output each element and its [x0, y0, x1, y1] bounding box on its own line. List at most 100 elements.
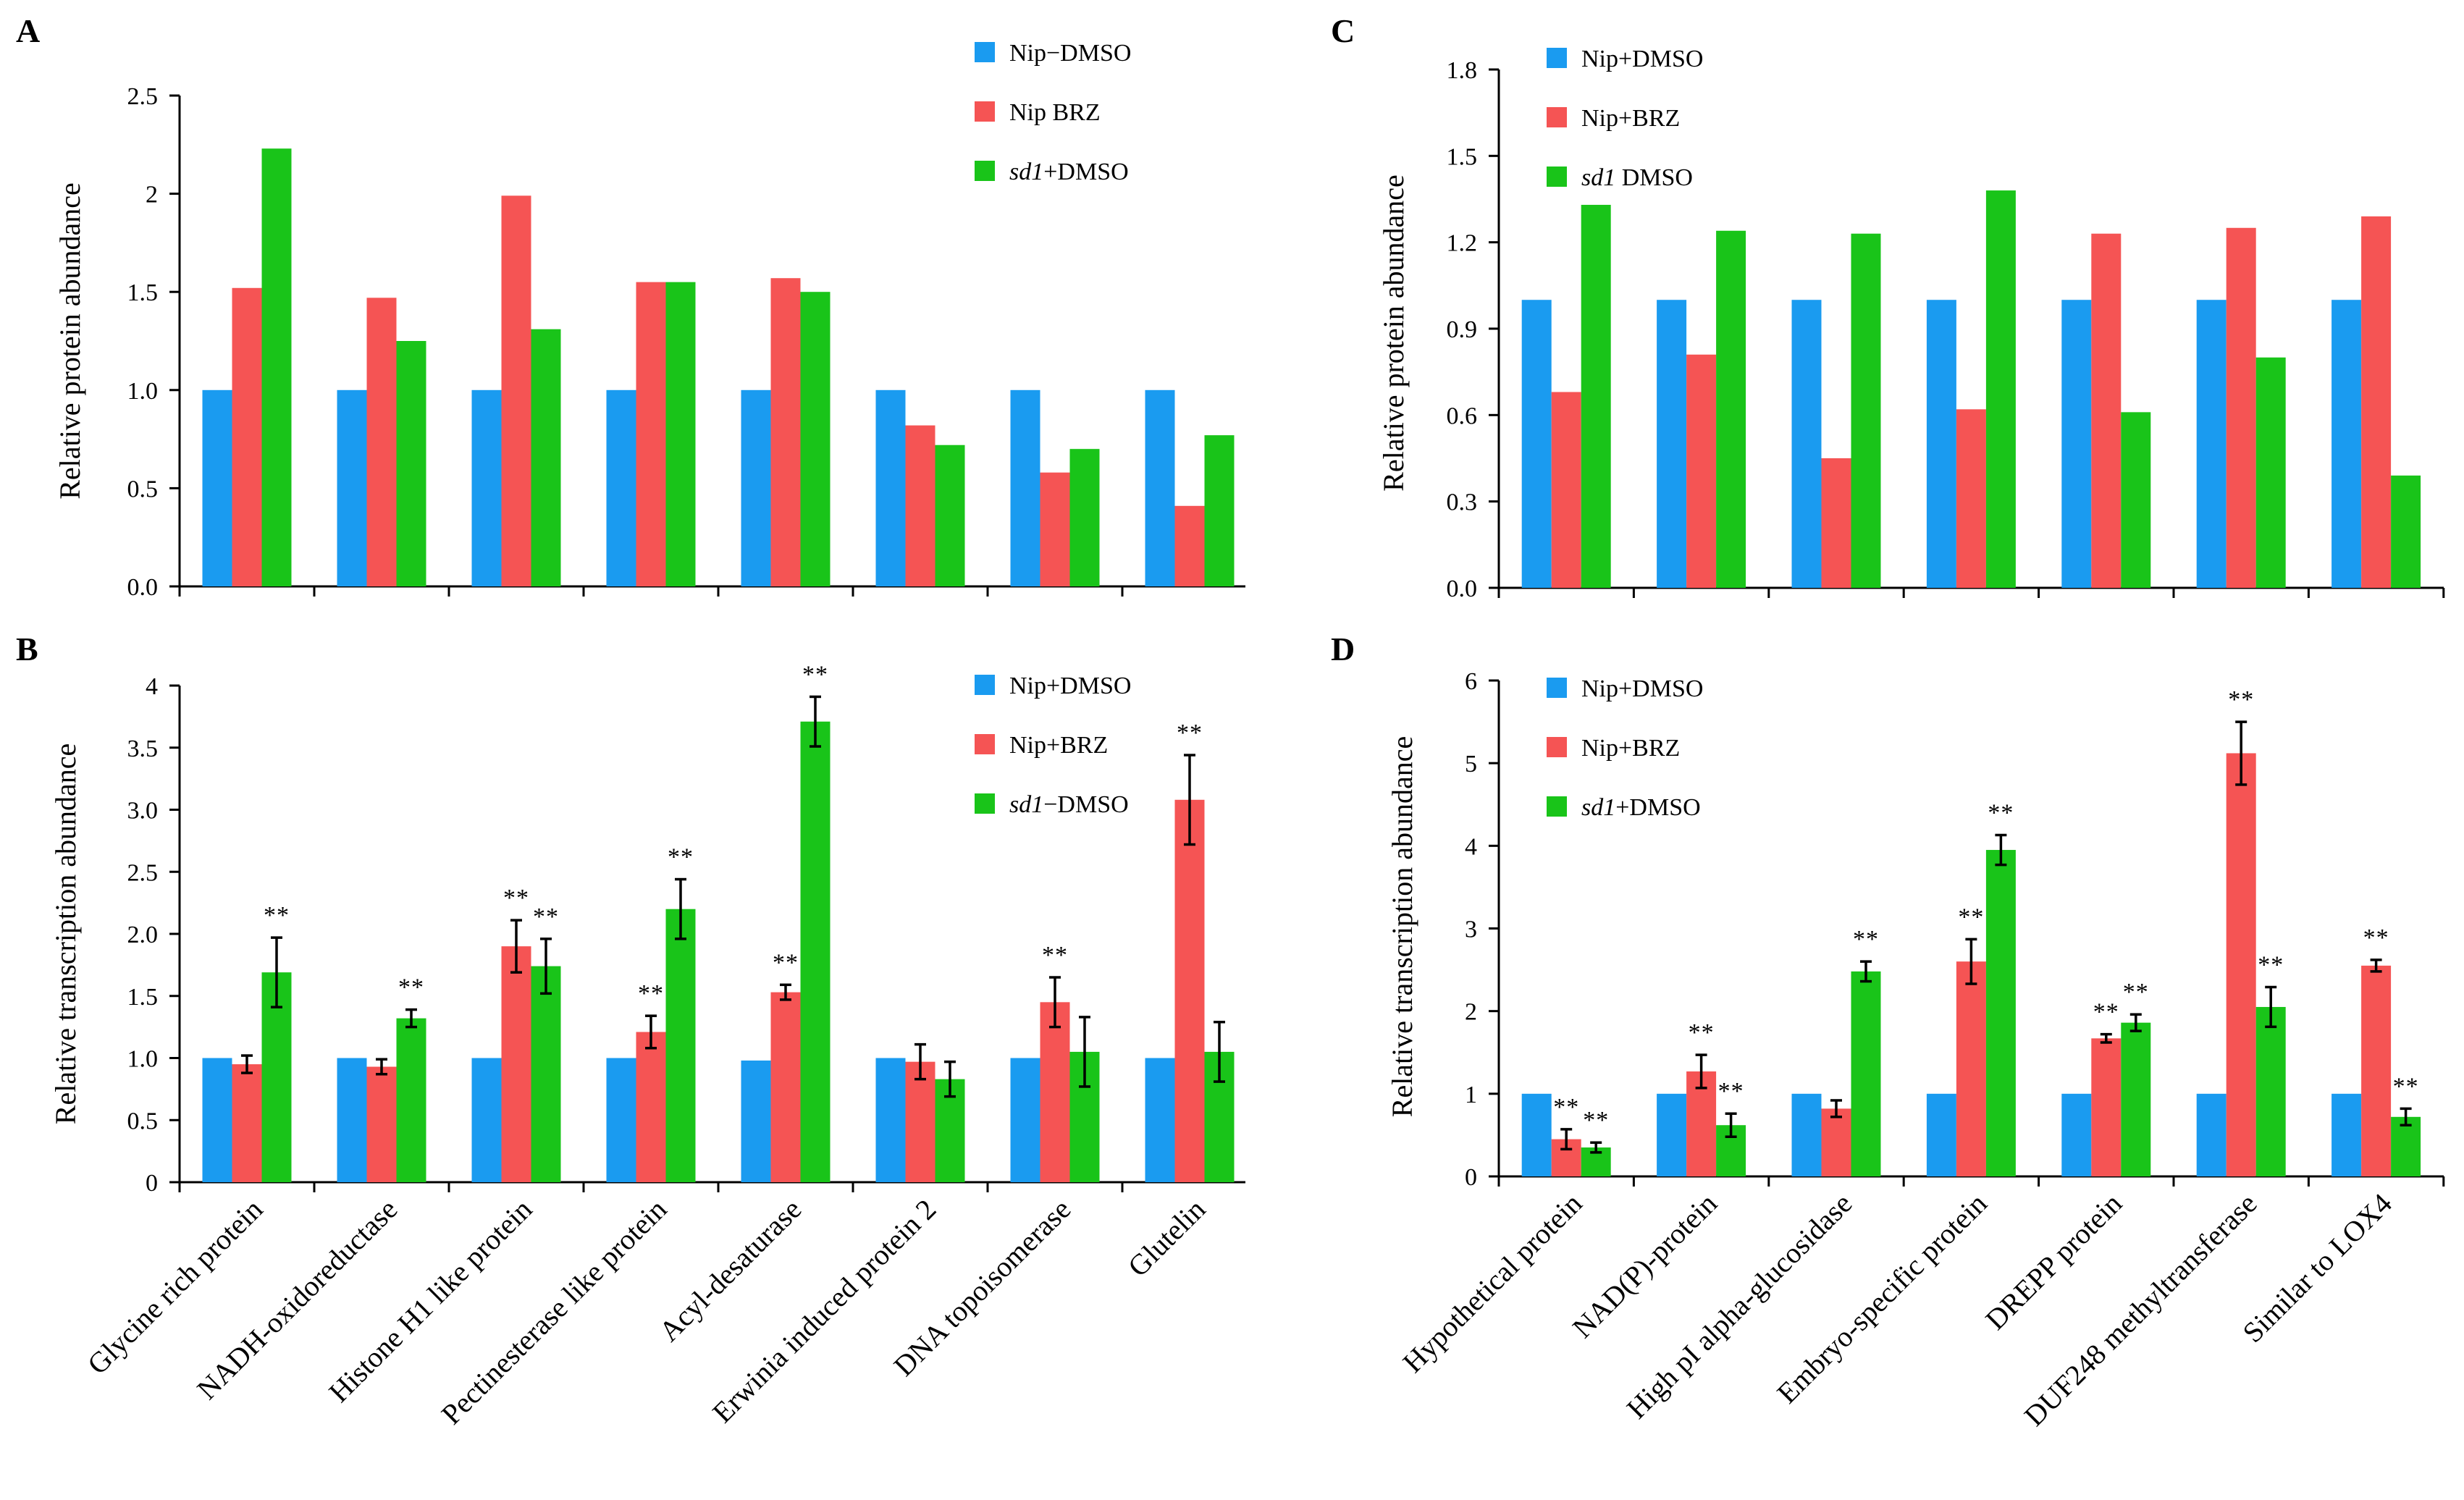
legend-label: sd1+DMSO	[1009, 159, 1129, 185]
bar-sd1-dmso	[1581, 204, 1611, 588]
bar-nip-brz	[1956, 961, 1986, 1176]
y-tick-label: 0.9	[1447, 316, 1478, 343]
bar-nip-dmso	[1145, 389, 1175, 586]
bar-nip-brz	[770, 992, 801, 1182]
panel-label: B	[16, 631, 38, 667]
y-tick-label: 0.0	[1447, 576, 1478, 602]
significance-mark: **	[503, 885, 529, 911]
bar-sd1-dmso	[2121, 1022, 2151, 1176]
bar-nip-brz	[636, 1032, 666, 1182]
legend-label: sd1−DMSO	[1009, 791, 1129, 818]
y-tick-label: 0.3	[1447, 489, 1478, 516]
significance-mark: **	[1583, 1107, 1609, 1134]
y-tick-label: 1	[1465, 1082, 1477, 1108]
bar-sd1-dmso	[261, 148, 292, 586]
y-tick-label: 1.5	[127, 984, 159, 1011]
bar-nip-dmso	[2061, 300, 2092, 588]
bar-sd1-dmso	[1204, 435, 1235, 586]
bar-nip-dmso	[741, 389, 771, 586]
y-axis-title: Relative transcription abundance	[1386, 736, 1418, 1117]
panel-a: A Relative protein abundance 0.0 0.5 1.0 1.5 2…	[16, 12, 1245, 601]
bar-sd1-dmso	[2391, 475, 2421, 588]
bar-sd1-dmso	[1985, 850, 2016, 1176]
bar-nip-dmso	[1926, 300, 1956, 588]
bar-nip-brz	[636, 282, 666, 586]
legend-label: Nip+BRZ	[1581, 105, 1680, 132]
significance-mark: **	[2123, 979, 2149, 1006]
significance-mark: **	[2363, 924, 2389, 951]
significance-mark: **	[2393, 1073, 2419, 1100]
significance-mark: **	[1988, 799, 2014, 826]
significance-mark: **	[533, 903, 559, 930]
bar-sd1-dmso	[1851, 233, 1881, 588]
panel-b: B Relative transcription abundance 0 0.5 1.0…	[16, 631, 1245, 1197]
bar-sd1-dmso	[1716, 230, 1746, 588]
y-tick-label: 0.5	[127, 1108, 159, 1134]
legend-swatch	[975, 42, 995, 62]
legend-swatch	[975, 161, 995, 181]
bar-nip-brz	[1174, 505, 1205, 586]
legend-swatch	[975, 734, 995, 754]
bar-sd1-dmso	[800, 721, 831, 1182]
bar-nip-brz	[1551, 392, 1581, 588]
significance-mark: **	[1853, 926, 1879, 953]
bar-nip-dmso	[2196, 1093, 2227, 1176]
bar-nip-dmso	[1010, 1058, 1040, 1182]
bar-sd1-dmso	[1069, 449, 1100, 586]
y-tick-label: 3	[1465, 917, 1477, 943]
bar-nip-dmso	[1926, 1093, 1956, 1176]
significance-mark: **	[773, 949, 799, 976]
legend-swatch	[975, 101, 995, 122]
bar-nip-dmso	[202, 389, 232, 586]
y-tick-label: 2.5	[127, 83, 159, 110]
y-tick-label: 4	[146, 673, 158, 700]
y-tick-label: 1.2	[1447, 230, 1478, 257]
bar-sd1-dmso	[1985, 190, 2016, 589]
category-label: High pI alpha-glucosidase	[1620, 1187, 1859, 1425]
y-tick-label: 2.5	[127, 859, 159, 886]
bar-nip-dmso	[2331, 300, 2362, 588]
bar-nip-dmso	[202, 1058, 232, 1182]
bar-nip-brz	[905, 425, 935, 586]
bar-nip-brz	[1040, 472, 1070, 586]
category-label: Hypothetical protein	[1396, 1187, 1588, 1379]
legend-swatch	[1547, 48, 1567, 68]
category-label: NAD(P)-protein	[1566, 1187, 1723, 1344]
bar-nip-brz	[1956, 409, 1986, 588]
significance-mark: **	[1718, 1078, 1744, 1105]
y-tick-label: 1.0	[127, 378, 159, 405]
bar-nip-dmso	[1657, 1093, 1687, 1176]
significance-mark: **	[2093, 999, 2119, 1026]
category-label: DREPP protein	[1979, 1187, 2128, 1336]
bar-sd1-dmso	[531, 966, 561, 1182]
bar-nip-dmso	[875, 1058, 906, 1182]
bar-nip-brz	[2091, 1038, 2122, 1176]
y-tick-label: 1.0	[127, 1046, 159, 1073]
bar-nip-dmso	[337, 389, 367, 586]
significance-mark: **	[802, 661, 828, 688]
bar-sd1-dmso	[2255, 357, 2286, 588]
bar-nip-dmso	[2331, 1093, 2362, 1176]
y-tick-label: 1.5	[127, 279, 159, 306]
legend-swatch	[1547, 737, 1567, 757]
bar-sd1-dmso	[2121, 412, 2151, 588]
legend-swatch	[1547, 107, 1567, 127]
bar-sd1-dmso	[2255, 1006, 2286, 1176]
y-tick-label: 0	[146, 1170, 158, 1197]
panel-c: C Relative protein abundance 0.0 0.3 0.6 0.9 1…	[1331, 12, 2445, 602]
bar-nip-brz	[232, 287, 262, 586]
bar-nip-brz	[366, 298, 397, 586]
bar-nip-dmso	[471, 1058, 502, 1182]
bar-nip-dmso	[1791, 300, 1822, 588]
bar-nip-brz	[2361, 216, 2392, 588]
bar-nip-brz	[501, 946, 531, 1182]
bar-nip-dmso	[741, 1060, 771, 1182]
bar-sd1-dmso	[665, 909, 696, 1182]
significance-mark: **	[668, 844, 694, 871]
bar-sd1-dmso	[531, 329, 561, 586]
legend-label: Nip+BRZ	[1581, 735, 1680, 762]
significance-mark: **	[1958, 903, 1984, 930]
bar-nip-brz	[2361, 965, 2392, 1176]
y-tick-label: 0.0	[127, 574, 159, 601]
bar-nip-brz	[905, 1061, 935, 1182]
